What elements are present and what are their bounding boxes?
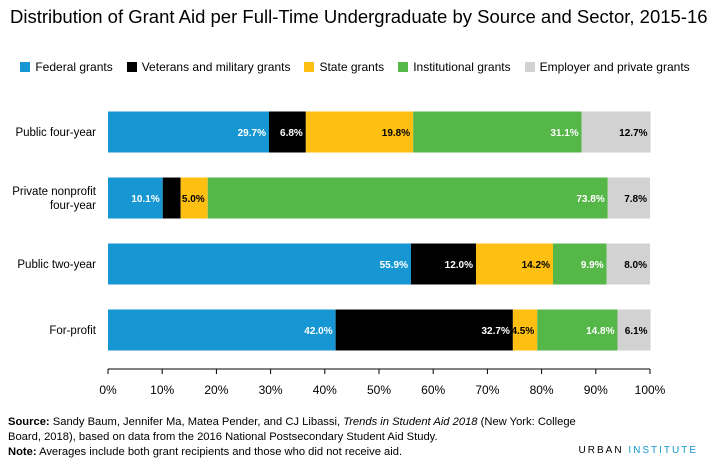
category-label-1: Private nonprofit four-year: [12, 186, 97, 212]
bar-2-0: [108, 243, 411, 285]
category-label-0: Public four-year: [15, 127, 96, 139]
x-tick-label-2: 20%: [204, 383, 228, 397]
category-label-2: Public two-year: [17, 259, 96, 271]
chart-plot: 29.7% 6.8% 19.8% 31.1% 12.7% Public four-year…: [12, 111, 666, 397]
data-label-0-4: 12.7%: [619, 128, 647, 139]
data-label-3-2: 4.5%: [511, 326, 534, 337]
bar-1-2: [180, 177, 208, 219]
bar-2-2: [476, 243, 553, 285]
legend-item-4: Employer and private grants: [524, 60, 690, 74]
bar-0-1: [268, 111, 306, 153]
bar-0-3: [413, 111, 582, 153]
source-text-italic: Trends in Student Aid 2018: [343, 416, 478, 428]
data-label-0-1: 6.8%: [280, 128, 303, 139]
data-label-2-0: 55.9%: [380, 260, 408, 271]
legend-item-2: State grants: [304, 60, 384, 74]
note-text: Averages include both grant recipients a…: [36, 446, 403, 458]
chart-title: Distribution of Grant Aid per Full-Time …: [10, 6, 708, 27]
bar-3-2: [512, 309, 538, 351]
data-label-2-1: 12.0%: [445, 260, 473, 271]
source-text-post: (New York: College Board, 2018), based o…: [8, 416, 576, 443]
legend-label-0: Federal grants: [35, 60, 113, 74]
legend-swatch-0: [20, 62, 31, 72]
legend-swatch-1: [126, 62, 137, 72]
data-label-3-4: 6.1%: [625, 326, 648, 337]
source-text-pre: Sandy Baum, Jennifer Ma, Matea Pender, a…: [49, 416, 344, 428]
data-label-3-1: 32.7%: [482, 326, 510, 337]
data-label-0-0: 29.7%: [238, 128, 266, 139]
chart-legend: Federal grants Veterans and military gran…: [10, 60, 700, 74]
category-label-line-2-0: Public two-year: [17, 259, 96, 271]
bar-1-1: [162, 177, 181, 219]
bar-3-4: [617, 309, 651, 351]
bar-1-0: [108, 177, 163, 219]
x-tick-label-8: 80%: [530, 383, 554, 397]
legend-swatch-2: [304, 62, 315, 72]
data-label-1-4: 7.8%: [624, 194, 647, 205]
note: Note: Averages include both grant recipi…: [8, 445, 588, 460]
category-label-line-1-0: Private nonprofit: [12, 186, 97, 198]
data-label-2-2: 14.2%: [522, 260, 550, 271]
data-label-3-3: 14.8%: [586, 326, 614, 337]
data-label-0-3: 31.1%: [550, 128, 578, 139]
legend-swatch-3: [398, 62, 409, 72]
bar-3-0: [108, 309, 336, 351]
x-tick-label-7: 70%: [475, 383, 499, 397]
source-note: Source: Sandy Baum, Jennifer Ma, Matea P…: [8, 415, 588, 445]
data-label-1-2: 5.0%: [182, 194, 205, 205]
data-label-3-0: 42.0%: [304, 326, 332, 337]
x-tick-label-3: 30%: [259, 383, 283, 397]
bar-3-1: [335, 309, 513, 351]
data-label-2-4: 8.0%: [624, 260, 647, 271]
x-tick-label-6: 60%: [421, 383, 445, 397]
legend-label-4: Employer and private grants: [539, 60, 690, 74]
legend-label-1: Veterans and military grants: [141, 60, 291, 74]
x-tick-label-9: 90%: [584, 383, 608, 397]
legend-label-2: State grants: [319, 60, 385, 74]
x-tick-label-0: 0%: [99, 383, 117, 397]
x-tick-label-4: 40%: [313, 383, 337, 397]
x-tick-label-1: 10%: [150, 383, 174, 397]
bar-1-3: [207, 177, 608, 219]
category-label-line-0-0: Public four-year: [15, 127, 96, 139]
legend-item-0: Federal grants: [20, 60, 113, 74]
x-tick-label-10: 100%: [635, 383, 666, 397]
brand-part-2: INSTITUTE: [628, 445, 698, 456]
category-label-line-3-0: For-profit: [49, 325, 96, 337]
note-label: Note:: [8, 446, 37, 458]
bar-0-0: [108, 111, 269, 153]
category-label-line-1-1: four-year: [50, 200, 96, 212]
bar-2-3: [552, 243, 607, 285]
data-label-2-3: 9.9%: [581, 260, 604, 271]
urban-institute-logo: URBAN INSTITUTE: [579, 445, 698, 456]
chart-footer: Source: Sandy Baum, Jennifer Ma, Matea P…: [8, 415, 588, 460]
data-label-0-2: 19.8%: [382, 128, 410, 139]
legend-item-3: Institutional grants: [398, 60, 511, 74]
bar-1-4: [607, 177, 650, 219]
data-label-1-0: 10.1%: [131, 194, 159, 205]
x-tick-label-5: 50%: [367, 383, 391, 397]
bar-2-4: [606, 243, 650, 285]
legend-item-1: Veterans and military grants: [126, 60, 291, 74]
brand-part-1: URBAN: [578, 445, 629, 456]
legend-label-3: Institutional grants: [413, 60, 511, 74]
bar-0-2: [305, 111, 414, 153]
bar-0-4: [581, 111, 651, 153]
data-label-1-3: 73.8%: [576, 194, 604, 205]
category-label-3: For-profit: [49, 325, 96, 337]
source-label: Source:: [8, 416, 50, 428]
bar-2-1: [410, 243, 477, 285]
legend-swatch-4: [524, 62, 535, 72]
bar-3-3: [537, 309, 618, 351]
